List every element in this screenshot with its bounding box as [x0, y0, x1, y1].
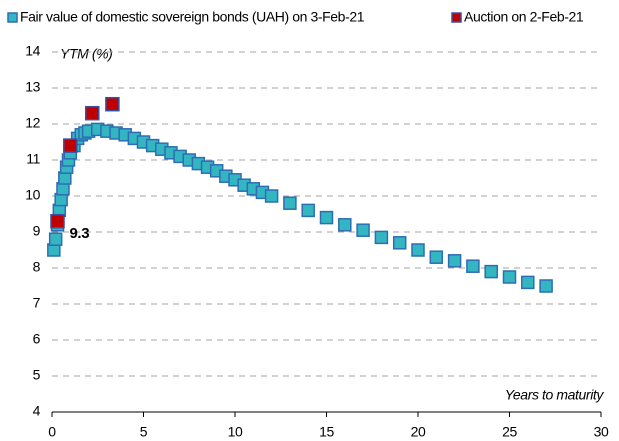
marker — [484, 264, 498, 279]
x-axis-label: Years to maturity — [505, 387, 605, 403]
x-tick-label: 10 — [228, 424, 243, 440]
marker — [105, 96, 120, 112]
y-tick-label: 7 — [33, 295, 41, 311]
marker — [539, 279, 553, 293]
marker — [502, 270, 517, 284]
x-tick-label: 5 — [140, 424, 148, 440]
x-tick-label: 20 — [411, 424, 426, 440]
y-tick-label: 9 — [33, 223, 41, 239]
legend-marker — [7, 12, 18, 23]
marker — [411, 243, 425, 257]
y-tick-label: 11 — [26, 151, 40, 167]
legend-label: Fair value of domestic sovereign bonds (… — [20, 9, 365, 25]
marker — [429, 250, 444, 264]
marker — [264, 189, 279, 203]
marker — [301, 203, 315, 218]
marker — [374, 230, 389, 245]
y-tick-label: 6 — [33, 331, 41, 347]
y-tick-label: 4 — [33, 403, 41, 419]
marker — [319, 210, 334, 225]
marker — [50, 213, 65, 229]
marker — [356, 223, 370, 237]
y-tick-label: 13 — [25, 79, 40, 95]
y-tick-label: 5 — [33, 367, 41, 383]
x-tick-label: 30 — [594, 424, 609, 440]
marker — [466, 259, 480, 273]
marker — [85, 105, 100, 121]
marker — [283, 196, 297, 210]
x-tick-label: 0 — [48, 424, 56, 440]
marker — [63, 138, 78, 153]
marker — [338, 218, 352, 232]
y-axis-label: YTM (%) — [60, 46, 112, 62]
marker — [521, 275, 535, 290]
marker — [48, 232, 63, 246]
y-tick-label: 10 — [25, 187, 40, 203]
x-tick-label: 25 — [502, 424, 517, 440]
y-tick-label: 14 — [25, 43, 40, 59]
legend-label: Auction on 2-Feb-21 — [464, 9, 584, 25]
legend-marker — [451, 12, 462, 23]
y-tick-label: 12 — [25, 115, 40, 131]
y-tick-label: 8 — [33, 259, 41, 275]
marker — [447, 254, 462, 268]
x-tick-label: 15 — [319, 424, 334, 440]
marker — [392, 236, 407, 250]
data-label: 9.3 — [69, 225, 89, 242]
